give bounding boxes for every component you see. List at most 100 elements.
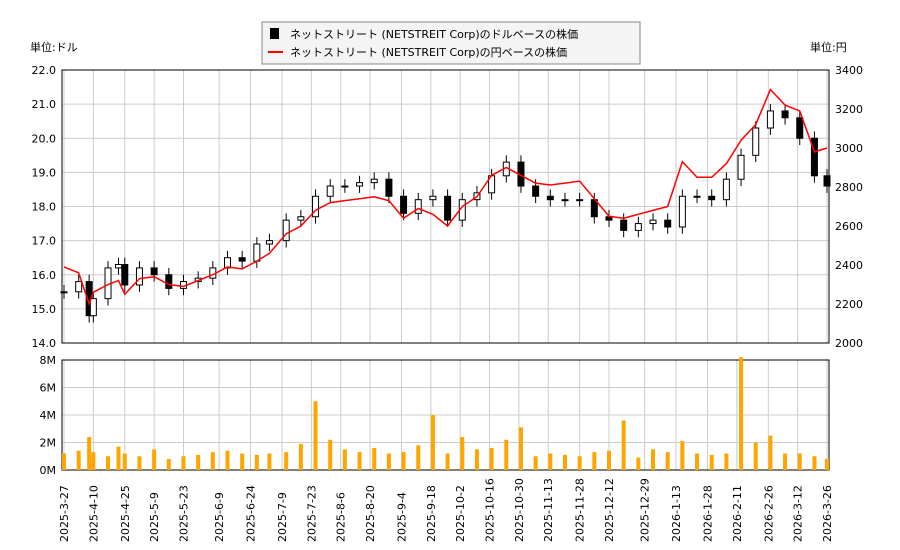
volume-bar	[106, 456, 111, 470]
volume-bar	[753, 442, 758, 470]
volume-tick-label: 2M	[40, 437, 57, 450]
volume-plot-frame	[61, 359, 830, 471]
candle	[752, 127, 760, 156]
candle	[664, 219, 672, 228]
candle	[326, 185, 334, 197]
candle	[165, 274, 173, 289]
candle	[385, 178, 393, 197]
candle	[532, 185, 540, 197]
volume-bar	[812, 456, 817, 470]
volume-bar	[651, 449, 656, 470]
candle	[561, 199, 569, 202]
volume-bar	[181, 456, 186, 470]
candle	[60, 291, 68, 294]
legend-jpy-label: ネットストリート (NETSTREIT Corp)の円ベースの株価	[290, 45, 567, 59]
x-tick-label: 2025-11-28	[574, 478, 587, 542]
volume-bar	[474, 449, 479, 470]
x-tick-label: 2025-7-9	[276, 492, 289, 542]
candle	[265, 240, 273, 245]
volume-bar	[430, 415, 435, 470]
volume-bar	[607, 450, 611, 470]
volume-bar	[116, 446, 121, 470]
volume-bar	[137, 456, 142, 470]
candle	[341, 185, 349, 188]
right-unit-label: 単位:円	[810, 40, 847, 54]
volume-bar	[636, 457, 641, 470]
candle	[135, 267, 143, 286]
grid	[62, 69, 829, 471]
candle	[796, 117, 804, 139]
x-tick-label: 2025-7-23	[305, 485, 318, 542]
volume-bar	[489, 448, 494, 470]
volume-bar	[768, 435, 773, 470]
y2-tick-label: 2000	[835, 337, 863, 350]
x-tick-label: 2025-8-20	[364, 485, 377, 542]
candle	[400, 195, 408, 214]
volume-bar	[401, 452, 406, 470]
volume-bar	[416, 445, 421, 470]
y-tick-label: 20.0	[32, 132, 57, 145]
y2-tick-label: 2600	[835, 220, 863, 233]
volume-bar	[739, 357, 744, 470]
left-unit-label: 単位:ドル	[30, 40, 78, 54]
x-tick-label: 2025-6-9	[213, 492, 226, 542]
candle	[224, 257, 231, 269]
x-tick-label: 2025-12-29	[639, 478, 652, 542]
y-tick-label: 14.0	[32, 337, 57, 350]
y-tick-label: 22.0	[32, 64, 57, 77]
candle	[766, 110, 774, 129]
candle	[546, 195, 554, 201]
volume-bar	[267, 453, 272, 470]
volume-bar	[225, 450, 230, 470]
y2-tick-label: 2800	[835, 181, 863, 194]
y-tick-label: 21.0	[32, 98, 57, 111]
volume-bar	[445, 453, 450, 470]
volume-bar	[621, 420, 626, 470]
volume-bar	[724, 453, 729, 470]
candle	[121, 264, 129, 286]
volume-bar	[298, 443, 303, 470]
x-tick-label: 2025-3-27	[58, 485, 71, 542]
volume-bar	[783, 453, 788, 470]
candle	[75, 281, 83, 293]
volume-tick-label: 0M	[40, 464, 57, 477]
candle	[312, 195, 320, 218]
x-tick-label: 2025-9-18	[425, 485, 438, 542]
x-tick-label: 2026-1-13	[670, 485, 683, 542]
y-tick-label: 18.0	[32, 201, 57, 214]
candle	[370, 178, 378, 184]
volume-bar	[62, 453, 66, 470]
candle	[238, 257, 246, 262]
price-plot-frame	[61, 69, 830, 344]
volume-tick-label: 6M	[40, 382, 57, 395]
candle	[115, 264, 122, 269]
candle	[823, 175, 831, 187]
volume-bar	[87, 437, 92, 470]
candle	[414, 199, 422, 214]
candle	[297, 216, 305, 221]
x-tick-label: 2025-5-23	[177, 485, 190, 542]
candle	[444, 195, 452, 221]
volume-bar	[254, 454, 259, 470]
volume-bar	[680, 441, 685, 470]
y2-tick-label: 3000	[835, 142, 863, 155]
volume-bar	[166, 459, 171, 470]
volume-bar	[91, 452, 96, 470]
y-tick-label: 15.0	[32, 303, 57, 316]
candle	[678, 195, 686, 228]
volume-bar	[386, 453, 391, 470]
volume-bar	[797, 453, 802, 470]
legend-usd-swatch	[270, 28, 279, 39]
x-tick-label: 2025-11-13	[542, 478, 555, 542]
volume-bar	[152, 449, 157, 470]
volume-bar	[76, 450, 81, 470]
candle	[89, 298, 97, 317]
x-tick-label: 2025-5-9	[148, 492, 161, 542]
x-tick-label: 2026-2-26	[762, 485, 775, 542]
volume-bar	[328, 439, 333, 470]
volume-bar	[460, 437, 465, 470]
candle	[150, 267, 158, 276]
volume-bar	[240, 453, 245, 470]
